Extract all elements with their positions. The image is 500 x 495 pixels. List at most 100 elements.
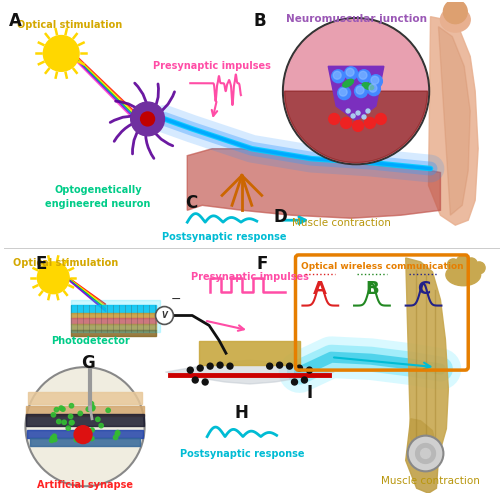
Circle shape [114, 435, 118, 440]
Circle shape [329, 113, 340, 124]
Text: Optical stimulation: Optical stimulation [16, 20, 122, 30]
Circle shape [78, 411, 82, 416]
Circle shape [408, 436, 444, 471]
Circle shape [358, 70, 370, 83]
Circle shape [62, 420, 66, 425]
Circle shape [50, 438, 54, 443]
Circle shape [70, 421, 73, 425]
Circle shape [86, 407, 90, 411]
Text: D: D [274, 208, 287, 226]
Text: E: E [36, 255, 47, 273]
Polygon shape [406, 419, 438, 493]
Ellipse shape [362, 83, 374, 90]
FancyBboxPatch shape [26, 414, 144, 426]
FancyBboxPatch shape [71, 312, 156, 318]
Circle shape [420, 448, 430, 458]
FancyBboxPatch shape [28, 430, 142, 438]
FancyBboxPatch shape [71, 318, 156, 324]
Text: Optical wireless communication: Optical wireless communication [300, 262, 463, 271]
Circle shape [202, 379, 208, 385]
FancyBboxPatch shape [71, 330, 156, 336]
Polygon shape [166, 360, 334, 384]
Circle shape [359, 71, 367, 79]
Circle shape [296, 365, 302, 371]
Text: B: B [365, 280, 379, 298]
Circle shape [456, 256, 468, 268]
Circle shape [52, 438, 57, 442]
Circle shape [74, 426, 92, 444]
Circle shape [227, 363, 233, 369]
Circle shape [416, 444, 436, 463]
Circle shape [284, 20, 428, 163]
Circle shape [52, 434, 56, 439]
Circle shape [56, 419, 61, 424]
Circle shape [376, 113, 386, 124]
Text: G: G [81, 354, 95, 372]
Text: H: H [235, 404, 249, 422]
Circle shape [130, 102, 164, 136]
Circle shape [344, 67, 358, 80]
Text: C: C [186, 195, 198, 212]
Circle shape [306, 367, 312, 373]
Circle shape [26, 367, 144, 486]
Text: Postsynaptic response: Postsynaptic response [180, 448, 304, 458]
Circle shape [292, 379, 298, 385]
FancyBboxPatch shape [199, 342, 300, 365]
FancyBboxPatch shape [26, 406, 144, 416]
Circle shape [366, 109, 370, 113]
Text: B: B [254, 12, 266, 30]
Circle shape [80, 431, 84, 435]
Polygon shape [188, 148, 440, 218]
Circle shape [70, 403, 73, 408]
Text: A: A [8, 12, 22, 30]
Text: Photodetector: Photodetector [52, 336, 130, 346]
Circle shape [354, 85, 368, 98]
Circle shape [188, 367, 193, 373]
FancyBboxPatch shape [71, 324, 156, 330]
Text: I: I [306, 384, 312, 402]
Circle shape [369, 84, 377, 92]
Circle shape [68, 414, 73, 419]
Circle shape [70, 420, 74, 425]
Circle shape [356, 111, 360, 115]
Text: Presynaptic impulses: Presynaptic impulses [191, 272, 309, 282]
Circle shape [282, 18, 430, 165]
Circle shape [52, 413, 56, 417]
Circle shape [38, 262, 69, 294]
Polygon shape [188, 148, 440, 218]
Circle shape [368, 83, 380, 96]
Circle shape [90, 406, 94, 411]
Circle shape [54, 407, 58, 412]
Text: A: A [314, 280, 328, 298]
Circle shape [217, 362, 223, 368]
Circle shape [116, 431, 120, 435]
Circle shape [286, 363, 292, 369]
Ellipse shape [446, 264, 480, 286]
Circle shape [302, 377, 308, 383]
Circle shape [197, 365, 203, 371]
Circle shape [115, 432, 119, 436]
Circle shape [74, 438, 78, 442]
Text: Muscle contraction: Muscle contraction [292, 218, 390, 228]
Circle shape [276, 362, 282, 368]
Text: Presynaptic impulses: Presynaptic impulses [153, 61, 271, 71]
Polygon shape [438, 27, 470, 215]
FancyBboxPatch shape [71, 304, 156, 312]
Circle shape [448, 259, 460, 271]
Circle shape [90, 401, 94, 406]
FancyBboxPatch shape [30, 438, 140, 446]
Circle shape [371, 76, 379, 84]
Circle shape [207, 363, 213, 369]
Circle shape [90, 405, 95, 409]
Text: −: − [170, 293, 181, 306]
Circle shape [346, 109, 350, 113]
Circle shape [60, 407, 65, 411]
Circle shape [466, 258, 477, 270]
Text: V: V [162, 311, 168, 320]
Circle shape [332, 70, 344, 83]
Circle shape [140, 112, 154, 126]
Circle shape [370, 75, 382, 88]
Circle shape [346, 68, 354, 76]
Text: Optical stimulation: Optical stimulation [12, 258, 118, 268]
Circle shape [362, 115, 366, 119]
